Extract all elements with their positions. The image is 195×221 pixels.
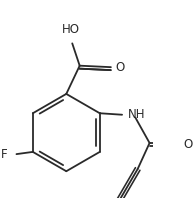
Text: O: O [183, 138, 193, 151]
Text: F: F [1, 148, 8, 161]
Text: NH: NH [128, 108, 145, 121]
Text: HO: HO [62, 23, 80, 36]
Text: O: O [115, 61, 124, 74]
